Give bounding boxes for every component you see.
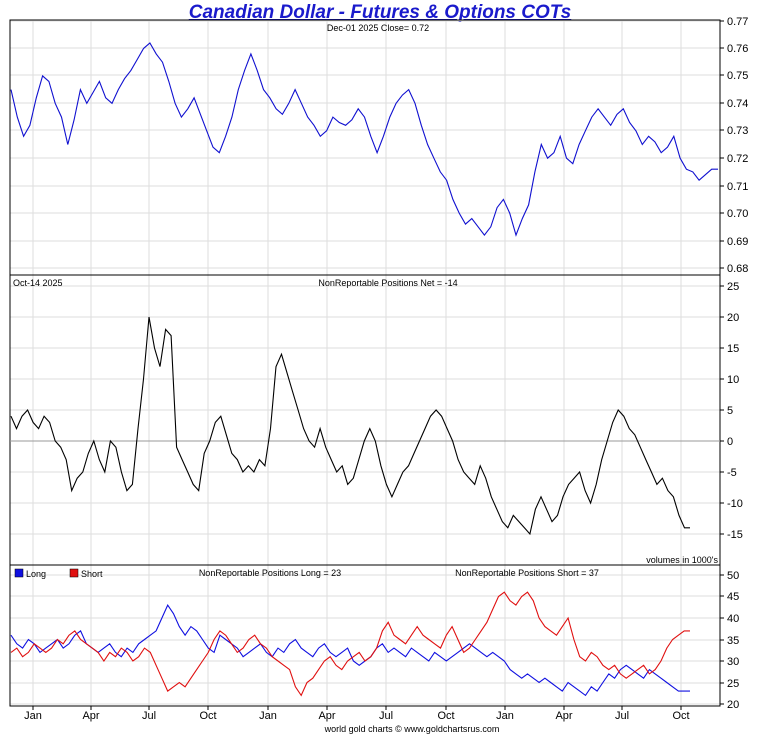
net-panel-label: NonReportable Positions Net = -14 <box>318 278 457 288</box>
y-tick-label: 50 <box>727 570 739 582</box>
y-tick-label: 0.76 <box>727 43 748 55</box>
legend-long-label: Long <box>26 569 46 579</box>
y-tick-label: 10 <box>727 374 739 386</box>
y-tick-label: 5 <box>727 405 733 417</box>
y-tick-label: 30 <box>727 656 739 668</box>
x-tick-label: Jan <box>259 710 277 722</box>
y-tick-label: 0.68 <box>727 263 748 275</box>
x-tick-label: Oct <box>672 710 689 722</box>
y-tick-label: 20 <box>727 312 739 324</box>
y-tick-label: 25 <box>727 678 739 690</box>
y-tick-label: 0.71 <box>727 181 748 193</box>
price-panel-label: Dec-01 2025 Close= 0.72 <box>327 23 429 33</box>
y-tick-label: -15 <box>727 529 743 541</box>
y-tick-label: 0.70 <box>727 208 748 220</box>
short-panel-label: NonReportable Positions Short = 37 <box>455 568 599 578</box>
long-panel-label: NonReportable Positions Long = 23 <box>199 568 341 578</box>
y-tick-label: 35 <box>727 635 739 647</box>
footer-credit: world gold charts © www.goldchartsrus.co… <box>324 724 500 734</box>
x-tick-label: Apr <box>82 710 99 722</box>
y-tick-label: 0.74 <box>727 98 748 110</box>
short-series-line <box>10 591 690 697</box>
x-tick-label: Jan <box>24 710 42 722</box>
price-series-line <box>10 42 718 237</box>
grid-layer <box>9 19 724 710</box>
chart-title: Canadian Dollar - Futures & Options COTs <box>188 2 572 23</box>
panel-frame <box>9 564 721 707</box>
y-tick-label: 0.72 <box>727 153 748 165</box>
y-tick-label: 40 <box>727 613 739 625</box>
y-tick-label: 0.73 <box>727 125 748 137</box>
panel-frame <box>9 19 721 276</box>
x-tick-label: Apr <box>318 710 335 722</box>
x-tick-label: Oct <box>437 710 454 722</box>
y-tick-label: -10 <box>727 498 743 510</box>
x-tick-label: Jul <box>379 710 393 722</box>
legend-short-label: Short <box>81 569 103 579</box>
y-tick-label: 45 <box>727 591 739 603</box>
y-tick-label: 0 <box>727 436 733 448</box>
legend-short-swatch <box>69 568 79 578</box>
volumes-note: volumes in 1000's <box>646 555 718 565</box>
long-series-line <box>10 603 690 697</box>
text-layer: Dec-01 2025 Close= 0.72 Oct-14 2025 NonR… <box>13 16 748 734</box>
y-tick-label: 15 <box>727 343 739 355</box>
y-tick-label: 0.77 <box>727 16 748 28</box>
y-tick-label: 0.75 <box>727 70 748 82</box>
x-tick-label: Jul <box>615 710 629 722</box>
legend-long-swatch <box>14 568 24 578</box>
y-tick-label: 20 <box>727 699 739 711</box>
x-tick-label: Jul <box>142 710 156 722</box>
y-tick-label: 0.69 <box>727 236 748 248</box>
y-tick-label: -5 <box>727 467 737 479</box>
net-panel-date: Oct-14 2025 <box>13 278 63 288</box>
x-tick-label: Apr <box>555 710 572 722</box>
series-layer <box>10 42 718 697</box>
x-tick-label: Oct <box>199 710 216 722</box>
y-tick-label: 25 <box>727 281 739 293</box>
net-series-line <box>10 316 690 536</box>
x-tick-label: Jan <box>496 710 514 722</box>
